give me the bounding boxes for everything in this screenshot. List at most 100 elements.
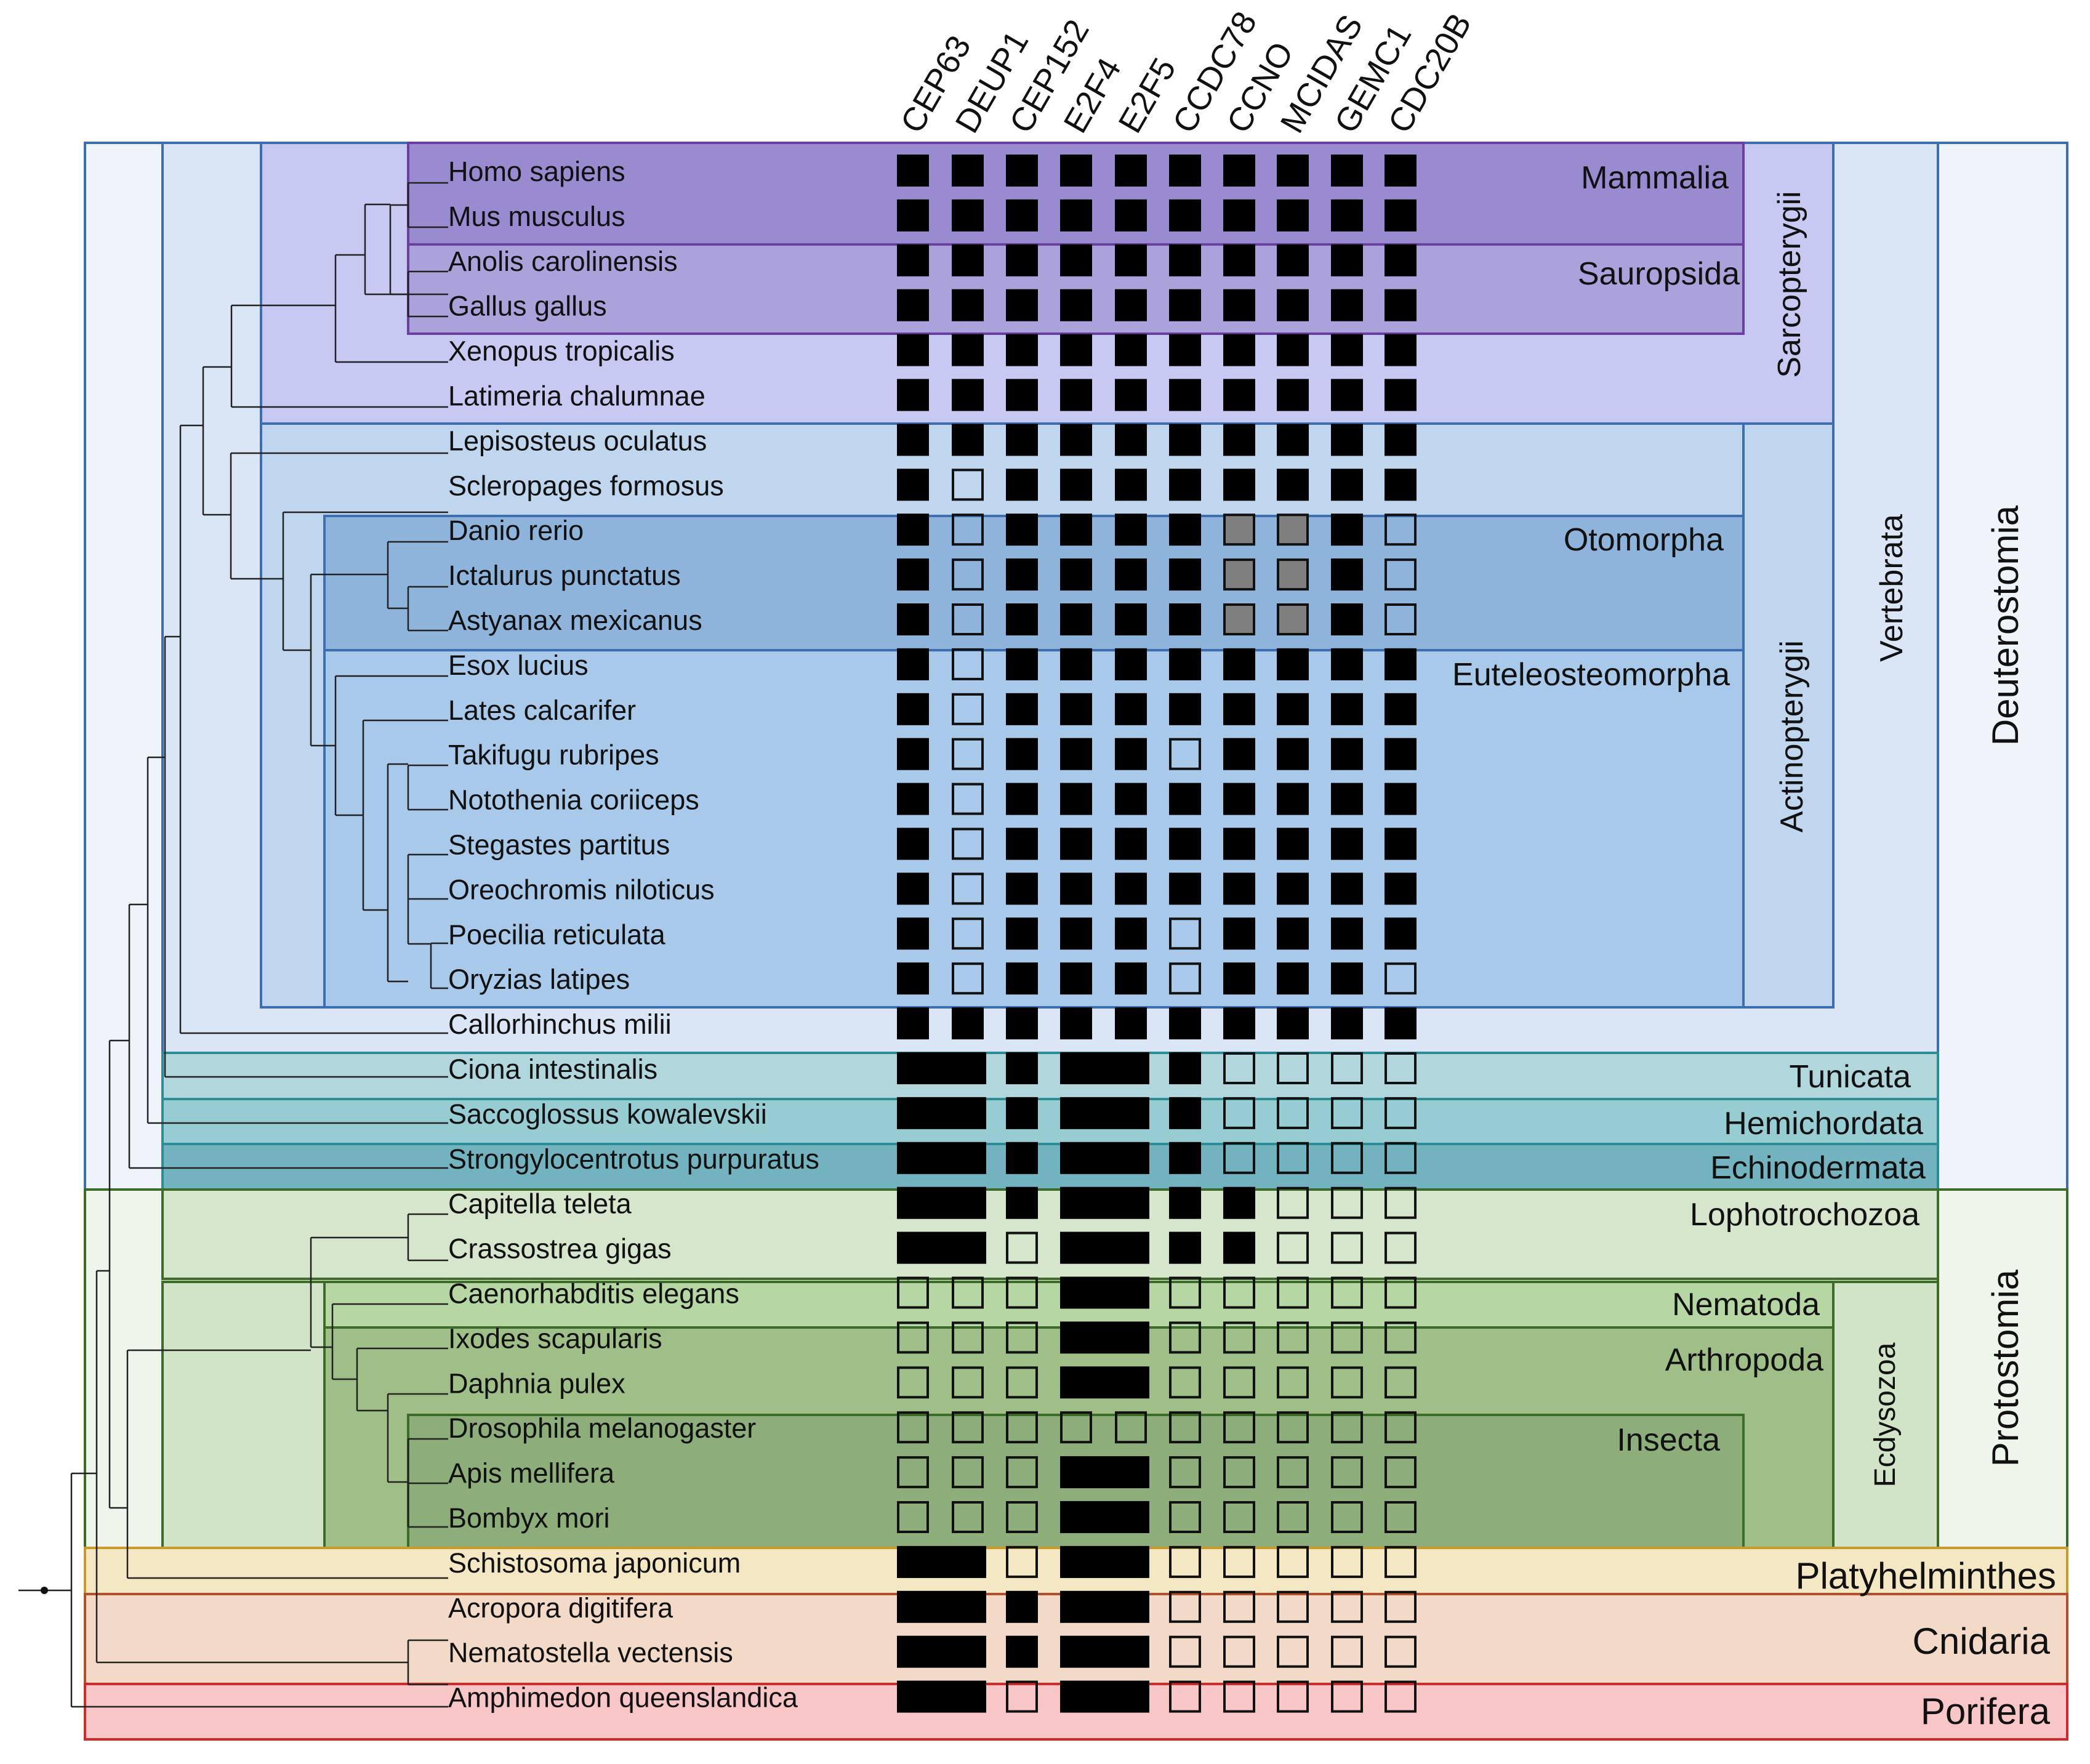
gene-present-cell	[1223, 1007, 1255, 1040]
gene-present-cell	[897, 244, 929, 276]
gene-present-cell	[1223, 334, 1255, 366]
gene-absent-cell	[1277, 1635, 1309, 1668]
gene-absent-cell	[1331, 1142, 1363, 1174]
gene-absent-cell	[1223, 1590, 1255, 1623]
gene-present-cell	[1277, 917, 1309, 950]
gene-present-cell	[1169, 1142, 1201, 1174]
gene-present-cell	[897, 648, 929, 680]
gene-present-cell	[1060, 648, 1092, 680]
gene-partial-cell	[1277, 513, 1309, 546]
gene-present-cell	[1169, 1231, 1201, 1264]
gene-present-cell	[952, 155, 984, 187]
gene-absent-cell	[1169, 1456, 1201, 1489]
species-label: Drosophila melanogaster	[448, 1412, 756, 1444]
gene-present-cell	[1331, 783, 1363, 815]
lophotrochozoa-box	[161, 1188, 1939, 1280]
gene-present-cell	[1115, 379, 1147, 411]
gene-absent-cell	[897, 1321, 929, 1354]
gene-present-cell	[1385, 783, 1417, 815]
gene-present-cell	[1277, 872, 1309, 905]
merged-gene-block	[897, 1590, 986, 1623]
gene-present-cell	[1115, 648, 1147, 680]
gene-present-cell	[1169, 199, 1201, 232]
gene-absent-cell	[1331, 1052, 1363, 1084]
gene-present-cell	[1115, 424, 1147, 456]
species-label: Ictalurus punctatus	[448, 560, 681, 591]
gene-present-cell	[1006, 1097, 1038, 1129]
tunicata-box	[161, 1052, 1939, 1100]
phylogenetic-tree	[18, 182, 448, 1708]
gene-present-cell	[1006, 828, 1038, 860]
gene-absent-cell	[1385, 1186, 1417, 1219]
gene-present-cell	[1060, 962, 1092, 995]
gene-present-cell	[1006, 1186, 1038, 1219]
gene-present-cell	[1060, 513, 1092, 546]
gene-present-cell	[1223, 738, 1255, 770]
gene-present-cell	[897, 199, 929, 232]
actinopterygii-label-column	[1742, 422, 1835, 1009]
label-echinodermata: Echinodermata	[1710, 1150, 1926, 1186]
gene-absent-cell	[952, 1501, 984, 1533]
gene-present-cell	[1060, 917, 1092, 950]
echinodermata-box	[161, 1143, 1939, 1191]
gene-present-cell	[897, 1007, 929, 1040]
gene-absent-cell	[1385, 1276, 1417, 1309]
label-lophotrochozoa: Lophotrochozoa	[1690, 1197, 1919, 1233]
species-label: Scleropages formosus	[448, 470, 724, 501]
gene-present-cell	[1115, 513, 1147, 546]
gene-present-cell	[1006, 962, 1038, 995]
gene-present-cell	[1006, 917, 1038, 950]
gene-absent-cell	[1223, 1097, 1255, 1129]
gene-absent-cell	[1223, 1321, 1255, 1354]
label-sarcopterygii: Sarcopterygii	[1772, 191, 1807, 377]
gene-present-cell	[897, 289, 929, 321]
gene-present-cell	[1331, 558, 1363, 591]
gene-absent-cell	[952, 1366, 984, 1399]
gene-absent-cell	[1385, 1411, 1417, 1444]
species-label: Mus musculus	[448, 201, 625, 232]
gene-present-cell	[1060, 289, 1092, 321]
gene-partial-cell	[1277, 603, 1309, 635]
gene-absent-cell	[1385, 1501, 1417, 1533]
gene-absent-cell	[1385, 1321, 1417, 1354]
gene-present-cell	[1331, 289, 1363, 321]
gene-absent-cell	[1385, 962, 1417, 995]
gene-present-cell	[1385, 693, 1417, 725]
gene-present-cell	[1331, 513, 1363, 546]
species-label: Capitella teleta	[448, 1188, 632, 1220]
gene-present-cell	[1277, 379, 1309, 411]
species-label: Strongylocentrotus purpuratus	[448, 1143, 819, 1175]
gene-present-cell	[952, 424, 984, 456]
gene-absent-cell	[952, 872, 984, 905]
gene-present-cell	[1331, 693, 1363, 725]
gene-present-cell	[1277, 199, 1309, 232]
gene-absent-cell	[1169, 1680, 1201, 1713]
gene-present-cell	[1385, 199, 1417, 232]
gene-present-cell	[1385, 334, 1417, 366]
gene-present-cell	[897, 603, 929, 635]
gene-absent-cell	[1006, 1501, 1038, 1533]
gene-present-cell	[1060, 872, 1092, 905]
gene-absent-cell	[1385, 1052, 1417, 1084]
species-label: Poecilia reticulata	[448, 919, 666, 950]
gene-absent-cell	[952, 513, 984, 546]
gene-absent-cell	[897, 1456, 929, 1489]
gene-present-cell	[1060, 558, 1092, 591]
gene-present-cell	[1006, 738, 1038, 770]
label-otomorpha: Otomorpha	[1564, 522, 1724, 558]
gene-absent-cell	[1060, 1411, 1092, 1444]
gene-present-cell	[1385, 648, 1417, 680]
merged-gene-block	[1060, 1590, 1149, 1623]
gene-present-cell	[1223, 872, 1255, 905]
gene-present-cell	[1060, 693, 1092, 725]
gene-present-cell	[1115, 828, 1147, 860]
gene-present-cell	[1115, 469, 1147, 501]
gene-present-cell	[952, 244, 984, 276]
gene-present-cell	[1115, 962, 1147, 995]
merged-gene-block	[897, 1545, 986, 1578]
gene-absent-cell	[1277, 1411, 1309, 1444]
gene-absent-cell	[1331, 1501, 1363, 1533]
gene-present-cell	[1006, 244, 1038, 276]
